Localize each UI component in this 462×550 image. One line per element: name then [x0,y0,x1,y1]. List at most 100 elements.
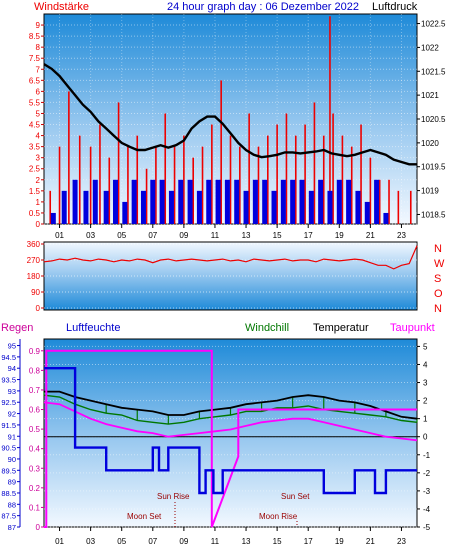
x-tick-label: 19 [335,537,344,546]
y-tick-label: 4.5 [29,121,41,130]
gust-bar [224,179,230,224]
gust-bar [187,179,193,224]
y-tick-label: 0 [36,304,41,313]
bottom-axes: -5 -4 -3 -2 -1 0 1 2 3 4 5 87 87.5 88 88.5 89 89.5 90 90.5… [1,339,431,532]
gust-bar [168,190,174,224]
y-tick-label: 360 [27,240,41,249]
gust-bar [308,190,314,224]
x-tick-label: 01 [55,537,64,546]
pressure-series [43,63,417,166]
x-tick-label: 17 [304,231,313,240]
temp-tick-label: 1 [423,415,428,424]
y-tick-label: 8.5 [29,32,41,41]
taupunkt-series [43,401,418,442]
x-tick-label: 11 [211,537,220,546]
wind-direction-grid [44,243,417,309]
bottom-x-axis: 01 03 05 07 09 11 13 15 17 19 21 23 [55,527,406,546]
regen-series [44,349,417,528]
wind-bars [49,16,412,224]
gust-bar [290,179,296,224]
temp-tick-label: -1 [423,451,431,460]
y-tick-label: 2 [36,176,41,185]
x-tick-label: 13 [242,231,251,240]
bottom-plot-area [43,338,418,528]
y2-tick-label: 1022.5 [421,20,446,29]
rain-tick-label: 0.9 [29,347,41,356]
windstaerke-axis: 0 0.5 1 1.5 2 2.5 3 3.5 4 4.5 5 5.5 6 6.5 7 7.5 8 8.5 9 [29,21,44,229]
gust-bar [61,190,67,224]
x-tick-label: 03 [86,537,95,546]
windchill-label: Windchill [245,322,289,334]
gust-bar [318,179,324,224]
y2-tick-label: 1020.5 [421,115,446,124]
luftdruck-axis: 1018.5 1019 1019.5 1020 1020.5 1021 1021.5 1022… [417,20,446,219]
pressure-line [43,63,417,166]
gust-bar [150,179,156,224]
y-tick-label: 1 [36,198,41,207]
y2-tick-label: 1019.5 [421,163,446,172]
gust-bar [83,190,89,224]
x-tick-label: 07 [148,537,157,546]
gust-bar [178,179,184,224]
rain-tick-label: 0.3 [29,464,41,473]
humidity-tick-label: 94 [8,364,16,373]
humidity-tick-label: 92.5 [1,398,16,407]
rain-tick-label: 0.7 [29,386,41,395]
gust-bar [383,212,389,224]
temp-tick-label: 2 [423,397,428,406]
y-tick-label: 3 [36,154,41,163]
top-x-axis: 01 03 05 07 09 11 13 15 17 19 21 23 [55,224,406,240]
gust-bar [234,179,240,224]
bottom-series [43,349,418,528]
gust-bar [72,179,78,224]
rain-tick-label: 0.6 [29,406,41,415]
gust-bar [271,190,277,224]
gust-bar [299,179,305,224]
x-tick-label: 23 [397,537,406,546]
x-tick-label: 09 [179,537,188,546]
temperatur-label: Temperatur [313,322,369,334]
x-tick-label: 21 [366,537,375,546]
x-tick-label: 15 [273,537,282,546]
temp-tick-label: 5 [423,342,428,351]
compass-label: S [434,273,441,285]
y-tick-label: 5.5 [29,98,41,107]
compass-label: W [434,258,445,270]
y-tick-label: 4 [36,132,41,141]
gust-bar [327,190,333,224]
header-right-label: Luftdruck [372,1,418,13]
x-tick-label: 05 [117,231,126,240]
y2-tick-label: 1018.5 [421,210,446,219]
gust-bar [92,179,98,224]
regen-label: Regen [1,322,33,334]
humidity-tick-label: 90 [8,455,16,464]
rain-tick-label: 0.2 [29,484,41,493]
sun-set-label: Sun Set [281,492,310,501]
gust-bar [206,179,212,224]
x-tick-label: 07 [148,231,157,240]
humidity-tick-label: 93.5 [1,376,16,385]
y-tick-label: 270 [27,256,41,265]
moon-rise-label: Moon Rise [259,512,298,521]
x-tick-label: 03 [86,231,95,240]
gust-bar [243,190,249,224]
y-tick-label: 0 [36,220,41,229]
bottom-grid [44,345,417,528]
x-tick-label: 15 [273,231,282,240]
y2-tick-label: 1020 [421,139,439,148]
y-tick-label: 7 [36,65,41,74]
temp-tick-label: 0 [423,433,428,442]
temp-tick-label: -2 [423,469,431,478]
wind-direction-axis: 0 90 180 270 360 [27,240,44,313]
humidity-tick-label: 89.5 [1,466,16,475]
humidity-tick-label: 95 [8,342,16,351]
gust-bar [280,179,286,224]
moon-set-label: Moon Set [127,512,162,521]
x-tick-label: 13 [242,537,251,546]
humidity-tick-label: 91.5 [1,421,16,430]
x-tick-label: 21 [366,231,375,240]
humidity-tick-label: 93 [8,387,16,396]
temp-tick-label: -3 [423,487,431,496]
